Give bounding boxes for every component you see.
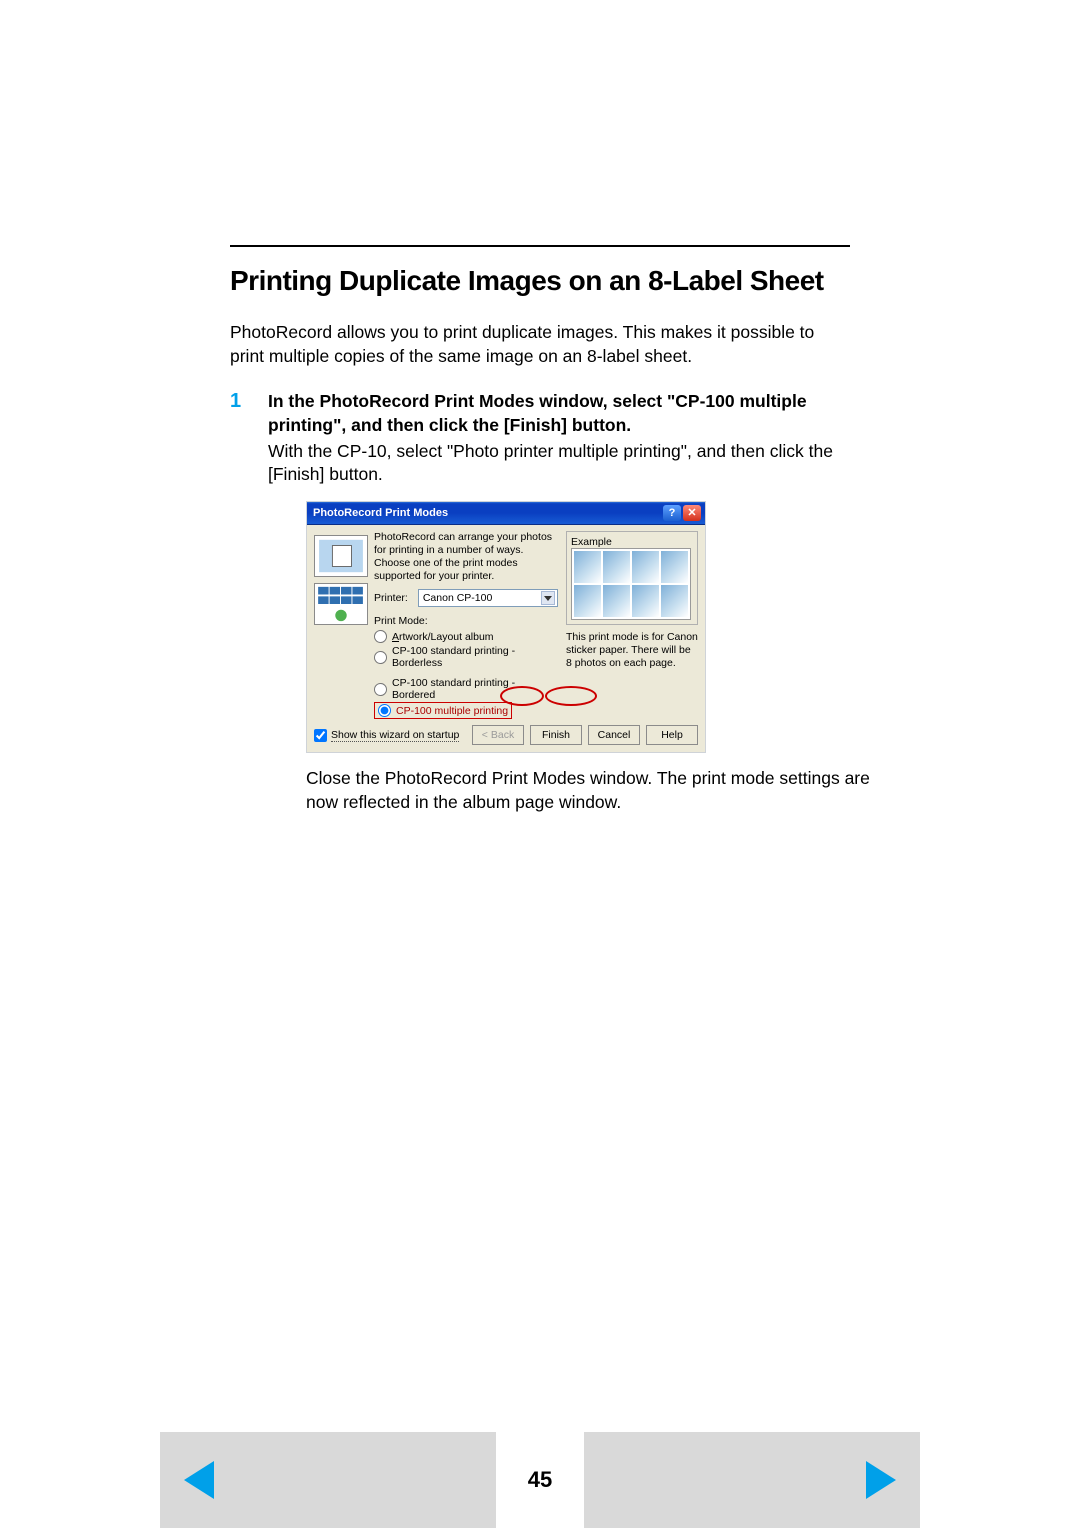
example-label: Example xyxy=(571,536,612,548)
step-number: 1 xyxy=(230,390,250,814)
chevron-down-icon xyxy=(541,591,555,605)
footer-bar-left xyxy=(160,1432,496,1528)
dialog-footer: Show this wizard on startup < Back Finis… xyxy=(307,722,705,752)
page-number: 45 xyxy=(496,1432,584,1528)
step-body: In the PhotoRecord Print Modes window, s… xyxy=(268,390,880,814)
prev-arrow-icon[interactable] xyxy=(184,1461,214,1499)
dialog-screenshot: PhotoRecord Print Modes ? ✕ xyxy=(306,501,880,754)
dialog-description: PhotoRecord can arrange your photos for … xyxy=(374,531,560,584)
step-1: 1 In the PhotoRecord Print Modes window,… xyxy=(230,390,850,814)
next-arrow-icon[interactable] xyxy=(866,1461,896,1499)
caption-text: Close the PhotoRecord Print Modes window… xyxy=(306,767,880,814)
back-button: < Back xyxy=(472,725,524,745)
print-mode-label: Print Mode: xyxy=(374,615,560,627)
dialog-titlebar: PhotoRecord Print Modes ? ✕ xyxy=(307,502,705,525)
finish-button[interactable]: Finish xyxy=(530,725,582,745)
step-text: With the CP-10, select "Photo printer mu… xyxy=(268,440,880,487)
titlebar-close-button[interactable]: ✕ xyxy=(683,505,701,521)
page: Printing Duplicate Images on an 8-Label … xyxy=(0,0,1080,1528)
print-modes-dialog: PhotoRecord Print Modes ? ✕ xyxy=(306,501,706,754)
dialog-thumbnails xyxy=(314,531,370,721)
printer-value: Canon CP-100 xyxy=(423,592,492,604)
help-button[interactable]: Help xyxy=(646,725,698,745)
highlight-oval-back xyxy=(500,686,544,706)
divider xyxy=(230,245,850,247)
titlebar-help-button[interactable]: ? xyxy=(663,505,681,521)
radio-borderless[interactable]: CP-100 standard printing - Borderless xyxy=(374,644,560,670)
content-block: Printing Duplicate Images on an 8-Label … xyxy=(230,245,850,815)
example-note: This print mode is for Canon sticker pap… xyxy=(566,631,698,670)
radio-artwork[interactable]: AArtwork/Layout albumrtwork/Layout album xyxy=(374,629,560,644)
intro-text: PhotoRecord allows you to print duplicat… xyxy=(230,320,850,368)
printer-select[interactable]: Canon CP-100 xyxy=(418,589,558,607)
show-wizard-checkbox[interactable]: Show this wizard on startup xyxy=(314,729,466,742)
dialog-title: PhotoRecord Print Modes xyxy=(313,507,448,519)
highlight-oval-finish xyxy=(545,686,597,706)
footer-bar-right xyxy=(584,1432,920,1528)
page-title: Printing Duplicate Images on an 8-Label … xyxy=(230,263,850,298)
thumb-2 xyxy=(314,583,368,625)
cancel-button[interactable]: Cancel xyxy=(588,725,640,745)
footer-nav: 45 xyxy=(0,1432,1080,1528)
printer-row: Printer: Canon CP-100 xyxy=(374,589,560,607)
thumb-1 xyxy=(314,535,368,577)
example-group: Example xyxy=(566,531,698,625)
step-heading: In the PhotoRecord Print Modes window, s… xyxy=(268,390,880,437)
radio-multiple-selected[interactable]: CP-100 multiple printing xyxy=(374,702,512,719)
example-preview xyxy=(571,548,691,620)
printer-label: Printer: xyxy=(374,592,408,604)
